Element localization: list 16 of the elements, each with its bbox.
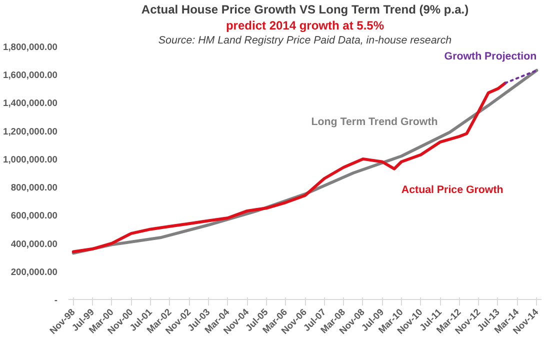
series-label: Long Term Trend Growth: [311, 116, 438, 128]
y-tick-label: 1,800,000.00: [3, 42, 58, 52]
y-tick-label: 1,600,000.00: [3, 70, 58, 80]
y-tick-label: 600,000.00: [10, 210, 58, 221]
chart-subtitle: predict 2014 growth at 5.5%: [226, 18, 384, 32]
y-tick-label: 1,400,000.00: [3, 98, 58, 108]
y-tick-label: 1,000,000.00: [3, 154, 58, 164]
series-label: Growth Projection: [444, 50, 537, 62]
y-tick-label: 400,000.00: [10, 238, 58, 249]
y-tick-label: 1,200,000.00: [3, 126, 58, 136]
series-label: Actual Price Growth: [401, 184, 504, 196]
chart-title: Actual House Price Growth VS Long Term Trend (9% p.a.): [141, 2, 469, 16]
y-tick-label: 200,000.00: [10, 266, 58, 277]
source-note: Source: HM Land Registry Price Paid Data, in-house research: [158, 34, 452, 46]
y-tick-label: 800,000.00: [10, 182, 58, 193]
y-tick-label: -: [54, 295, 58, 305]
